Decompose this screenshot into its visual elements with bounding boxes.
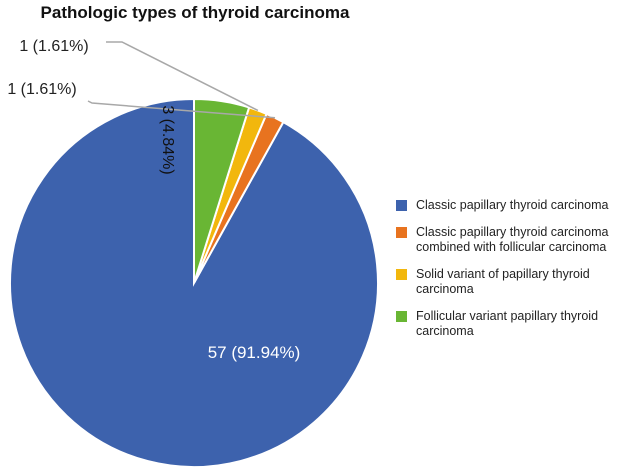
data-label-2: 1 (1.61%)	[7, 81, 76, 98]
legend-item-2: Classic papillary thyroid carcinoma comb…	[396, 225, 640, 255]
data-label-4: 3 (4.84%)	[159, 105, 176, 174]
leader-line-2	[87, 100, 276, 119]
legend-item-4: Follicular variant papillary thyroid car…	[396, 309, 640, 339]
legend: Classic papillary thyroid carcinoma Class…	[396, 198, 640, 351]
legend-swatch-1	[396, 200, 407, 211]
legend-label-3: Solid variant of papillary thyroid carci…	[416, 267, 590, 296]
legend-swatch-4	[396, 311, 407, 322]
data-label-1: 57 (91.94%)	[208, 343, 301, 362]
legend-label-2: Classic papillary thyroid carcinoma comb…	[416, 225, 609, 254]
legend-label-4: Follicular variant papillary thyroid car…	[416, 309, 599, 338]
legend-label-1: Classic papillary thyroid carcinoma	[416, 198, 609, 212]
legend-item-3: Solid variant of papillary thyroid carci…	[396, 267, 640, 297]
chart-title: Pathologic types of thyroid carcinoma	[40, 3, 350, 22]
data-label-3: 1 (1.61%)	[19, 38, 88, 55]
legend-swatch-2	[396, 227, 407, 238]
leader-line-3	[106, 41, 259, 112]
legend-swatch-3	[396, 269, 407, 280]
pie-slice-4	[193, 97, 251, 284]
legend-item-1: Classic papillary thyroid carcinoma	[396, 198, 640, 213]
